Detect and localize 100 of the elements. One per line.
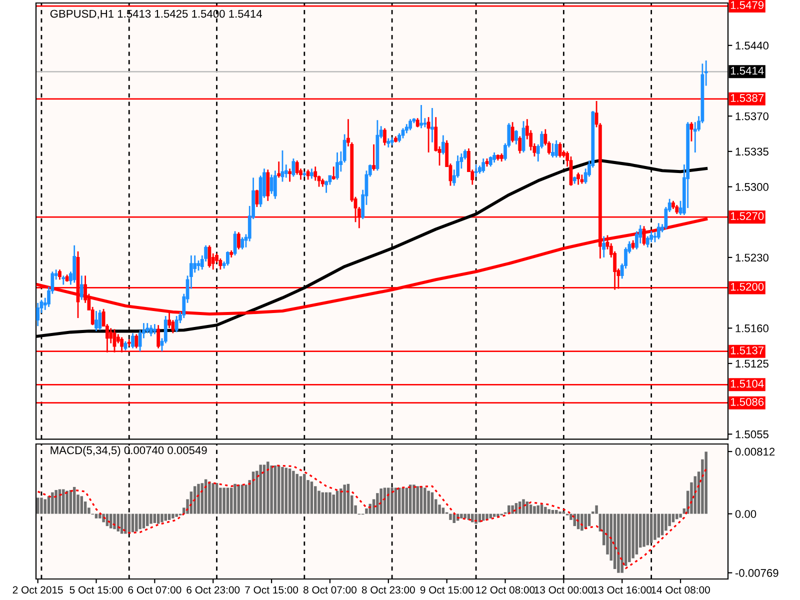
bar bbox=[168, 514, 171, 520]
bar bbox=[259, 464, 262, 514]
candlestick bbox=[255, 189, 259, 208]
candlestick bbox=[602, 236, 606, 258]
bar bbox=[135, 514, 138, 532]
bar bbox=[430, 492, 434, 514]
candlestick bbox=[514, 130, 518, 146]
bar bbox=[646, 514, 650, 546]
candlestick bbox=[36, 302, 40, 327]
candlestick bbox=[554, 140, 558, 158]
bar bbox=[94, 514, 98, 518]
candlestick bbox=[131, 332, 134, 350]
bar bbox=[310, 482, 314, 514]
candlestick bbox=[295, 160, 299, 176]
candlestick bbox=[675, 204, 679, 215]
ref-line-label: 1.5200 bbox=[730, 282, 764, 291]
candlestick bbox=[174, 315, 178, 333]
bar bbox=[511, 505, 514, 514]
candlestick bbox=[441, 134, 445, 156]
candlestick bbox=[149, 324, 153, 337]
x-tick-label: 6 Oct 07:00 bbox=[128, 586, 182, 594]
y-tick-label: 1.5125 bbox=[736, 360, 768, 368]
x-tick-label: 8 Oct 07:00 bbox=[303, 586, 356, 594]
candlestick bbox=[240, 236, 244, 250]
candlestick bbox=[558, 142, 562, 158]
candlestick bbox=[576, 172, 580, 186]
bar bbox=[402, 488, 404, 514]
bar bbox=[533, 506, 536, 514]
bar bbox=[80, 496, 84, 514]
x-tick-label: 13 Oct 00:00 bbox=[534, 586, 594, 594]
bar bbox=[222, 488, 226, 514]
candlestick bbox=[152, 323, 156, 335]
bar bbox=[540, 504, 544, 514]
bar bbox=[240, 484, 244, 514]
bar bbox=[274, 465, 277, 514]
bar bbox=[408, 484, 412, 514]
x-tick-label: 9 Oct 15:00 bbox=[420, 586, 474, 594]
candlestick bbox=[292, 158, 296, 178]
bar bbox=[343, 484, 346, 514]
bar bbox=[449, 514, 452, 520]
text: GBPUSD,H1 1.5413 1.5425 1.5400 1.5414 bbox=[50, 10, 262, 20]
candlestick bbox=[94, 310, 98, 332]
candlestick bbox=[288, 168, 292, 182]
bar bbox=[526, 502, 529, 514]
bar bbox=[172, 514, 174, 518]
bar bbox=[405, 488, 408, 514]
bar bbox=[321, 492, 324, 514]
bar bbox=[642, 514, 646, 547]
bar bbox=[536, 505, 540, 514]
ref-line-label: 1.5479 bbox=[730, 1, 764, 10]
bar bbox=[62, 489, 65, 514]
bar bbox=[464, 514, 466, 518]
bar bbox=[284, 468, 288, 514]
bar bbox=[72, 486, 76, 514]
bar bbox=[160, 514, 164, 522]
y-tick-label: 1.5440 bbox=[736, 42, 768, 50]
bar bbox=[668, 514, 671, 526]
ref-line-label: 1.5104 bbox=[730, 380, 764, 388]
bar bbox=[394, 488, 398, 514]
bar bbox=[36, 498, 40, 514]
bar bbox=[66, 490, 68, 514]
bar bbox=[113, 514, 116, 530]
candlestick bbox=[656, 222, 660, 240]
candlestick bbox=[383, 128, 386, 146]
x-tick-label: 12 Oct 08:00 bbox=[476, 586, 535, 594]
candlestick bbox=[416, 117, 420, 128]
bar bbox=[142, 514, 146, 528]
bar bbox=[635, 514, 638, 554]
bar bbox=[51, 492, 54, 514]
candlestick bbox=[482, 158, 486, 174]
bar bbox=[595, 505, 598, 514]
bar bbox=[529, 504, 532, 514]
bar bbox=[632, 514, 634, 558]
ref-line-label: 1.5414 bbox=[730, 66, 764, 75]
bar bbox=[704, 452, 708, 514]
bar bbox=[442, 508, 445, 514]
candlestick bbox=[580, 174, 584, 184]
bar bbox=[617, 514, 620, 573]
bar bbox=[266, 462, 270, 514]
bar bbox=[660, 514, 664, 536]
bar bbox=[197, 484, 200, 514]
candlestick bbox=[408, 118, 412, 131]
bar bbox=[365, 508, 368, 514]
candlestick bbox=[156, 324, 160, 350]
candlestick bbox=[518, 136, 522, 154]
candlestick bbox=[690, 121, 694, 142]
bar bbox=[281, 467, 284, 514]
bar bbox=[270, 465, 273, 514]
bar bbox=[580, 514, 584, 531]
bar bbox=[324, 492, 328, 514]
bar bbox=[277, 465, 280, 514]
x-tick-label: 5 Oct 15:00 bbox=[70, 586, 123, 594]
y-tick-label: -0.00769 bbox=[735, 569, 778, 577]
candlestick bbox=[423, 117, 427, 128]
bar bbox=[620, 514, 624, 573]
candlestick bbox=[80, 274, 84, 301]
x-tick-label: 14 Oct 08:00 bbox=[652, 586, 710, 594]
bar bbox=[212, 483, 214, 514]
x-tick-label: 8 Oct 23:00 bbox=[362, 586, 415, 594]
bar bbox=[380, 488, 382, 514]
